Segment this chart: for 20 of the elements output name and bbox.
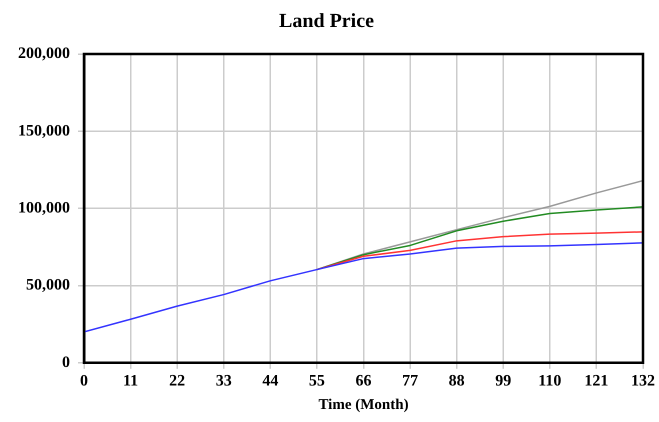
x-tick-label: 55 xyxy=(308,372,325,390)
x-tick-label: 0 xyxy=(80,372,88,390)
x-tick-label: 11 xyxy=(123,372,138,390)
x-tick-label: 132 xyxy=(631,372,655,390)
x-tick-label: 121 xyxy=(584,372,608,390)
x-tick-label: 22 xyxy=(169,372,186,390)
x-tick-label: 33 xyxy=(216,372,232,390)
x-tick-label: 110 xyxy=(538,372,562,390)
chart-title: Land Price xyxy=(279,10,374,32)
y-tick-label: 150,000 xyxy=(18,122,70,140)
y-tick-label: 100,000 xyxy=(18,200,70,217)
x-tick-label: 99 xyxy=(495,372,512,390)
x-tick-label: 77 xyxy=(402,372,418,390)
y-tick-label: 0 xyxy=(62,354,70,371)
x-tick-label: 44 xyxy=(262,372,278,390)
x-tick-label: 88 xyxy=(448,372,465,390)
x-tick-label: 66 xyxy=(356,372,372,390)
x-axis-title: Time (Month) xyxy=(318,396,409,413)
y-tick-label: 200,000 xyxy=(18,45,70,62)
y-tick-label: 50,000 xyxy=(26,276,70,294)
